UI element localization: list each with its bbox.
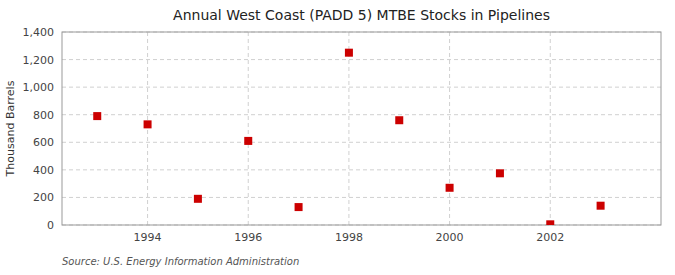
- x-grid-line: [449, 32, 450, 225]
- y-tick-label: 1,200: [23, 54, 55, 67]
- tick-labels: 0 200 400 600 800 1,000 1,200 1,400 1994 1996 1998…: [23, 26, 565, 244]
- y-tick-label: 400: [33, 164, 54, 177]
- scatter-point: [345, 49, 353, 57]
- x-grid-line: [248, 32, 249, 225]
- y-grid-line: [62, 169, 661, 170]
- grid: [62, 32, 661, 225]
- chart-container: 0 200 400 600 800 1,000 1,200 1,400 1994 1996 1998…: [0, 0, 675, 275]
- scatter-point: [395, 116, 403, 124]
- x-tick-label: 1994: [134, 231, 162, 244]
- y-tick-label: 800: [33, 109, 54, 122]
- chart: 0 200 400 600 800 1,000 1,200 1,400 1994 1996 1998…: [0, 0, 675, 275]
- y-tick-label: 200: [33, 191, 54, 204]
- x-tick-label: 2002: [536, 231, 564, 244]
- scatter-point: [144, 120, 152, 128]
- x-tick-label: 1996: [234, 231, 262, 244]
- plot-frame: [62, 32, 661, 225]
- scatter-point: [446, 184, 454, 192]
- y-grid-line: [62, 87, 661, 88]
- y-tick-label: 1,400: [23, 26, 55, 39]
- chart-title: Annual West Coast (PADD 5) MTBE Stocks i…: [173, 7, 550, 23]
- scatter-point: [546, 220, 554, 225]
- y-grid-line: [62, 114, 661, 115]
- scatter-point: [496, 169, 504, 177]
- scatter-point: [597, 202, 605, 210]
- source-note: Source: U.S. Energy Information Administ…: [62, 256, 299, 267]
- x-grid-line: [147, 32, 148, 225]
- y-grid-line: [62, 197, 661, 198]
- scatter-point: [93, 112, 101, 120]
- y-axis-label: Thousand Barrels: [4, 80, 17, 177]
- scatter-point: [244, 137, 252, 145]
- points: [93, 49, 604, 225]
- y-grid-line: [62, 59, 661, 60]
- x-tick-label: 1998: [335, 231, 363, 244]
- x-grid-line: [348, 32, 349, 225]
- y-tick-label: 1,000: [23, 81, 55, 94]
- x-grid-line: [550, 32, 551, 225]
- y-tick-label: 0: [47, 219, 54, 232]
- x-tick-label: 2000: [436, 231, 464, 244]
- scatter-point: [295, 203, 303, 211]
- scatter-point: [194, 195, 202, 203]
- y-tick-label: 600: [33, 136, 54, 149]
- y-grid-line: [62, 142, 661, 143]
